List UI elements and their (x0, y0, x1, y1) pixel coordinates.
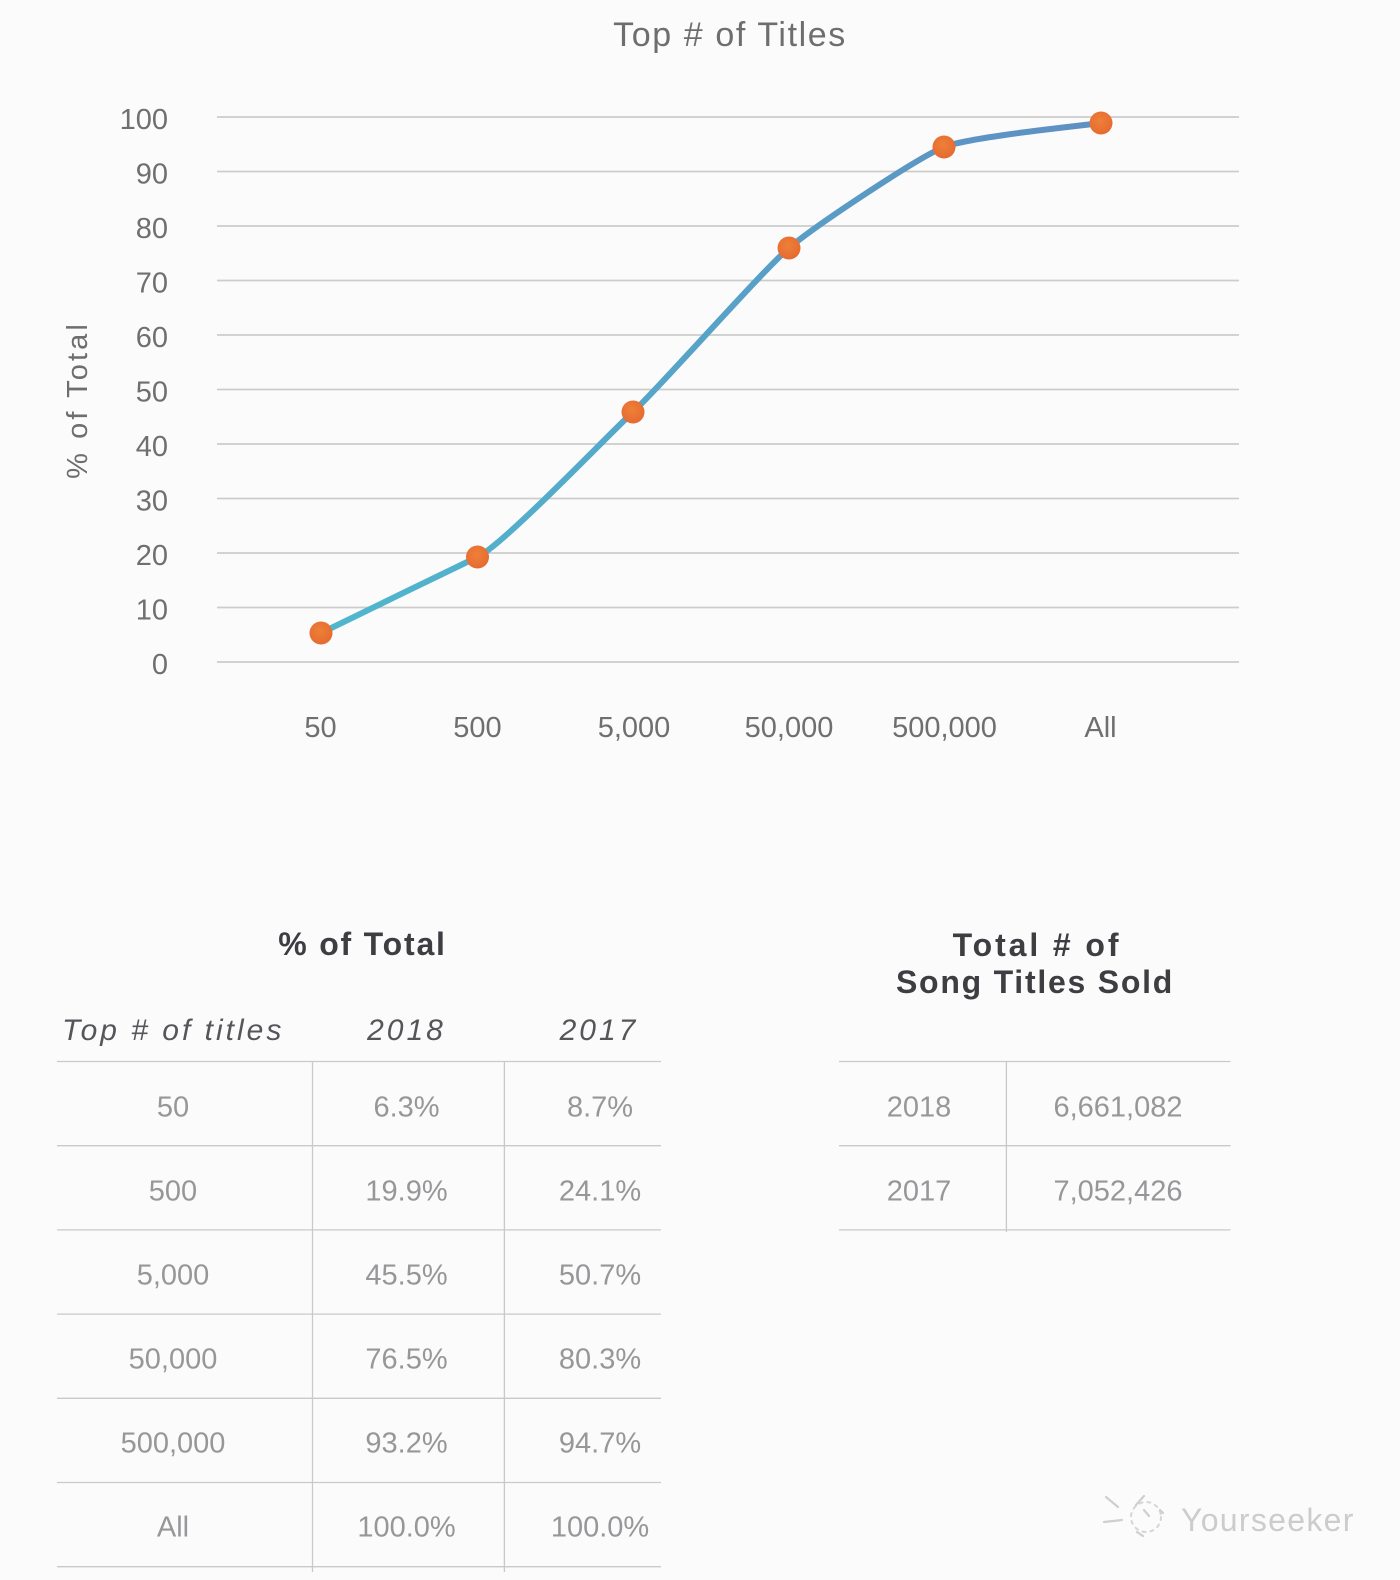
svg-text:93.2%: 93.2% (365, 1428, 447, 1460)
svg-text:2018: 2018 (366, 1014, 446, 1047)
svg-text:2017: 2017 (887, 1176, 952, 1208)
svg-text:50.7%: 50.7% (559, 1260, 641, 1292)
svg-text:100.0%: 100.0% (357, 1512, 455, 1544)
svg-text:45.5%: 45.5% (365, 1260, 447, 1292)
svg-text:8.7%: 8.7% (567, 1092, 633, 1124)
svg-text:10: 10 (136, 595, 168, 627)
svg-text:2018: 2018 (887, 1092, 952, 1124)
svg-text:50,000: 50,000 (129, 1344, 218, 1376)
svg-text:40: 40 (136, 431, 168, 463)
svg-text:100.0%: 100.0% (551, 1512, 649, 1544)
svg-text:0: 0 (152, 649, 168, 681)
svg-text:6,661,082: 6,661,082 (1053, 1092, 1182, 1124)
svg-text:70: 70 (136, 268, 168, 300)
svg-text:All: All (157, 1512, 189, 1544)
svg-text:500: 500 (149, 1176, 197, 1208)
svg-text:50: 50 (157, 1092, 189, 1124)
svg-text:100: 100 (120, 104, 168, 136)
svg-text:Total # of: Total # of (953, 927, 1122, 963)
svg-text:2017: 2017 (559, 1014, 639, 1047)
svg-text:All: All (1084, 712, 1116, 744)
svg-text:500: 500 (453, 712, 501, 744)
svg-text:6.3%: 6.3% (373, 1092, 439, 1124)
svg-text:7,052,426: 7,052,426 (1053, 1176, 1182, 1208)
svg-text:50: 50 (304, 712, 336, 744)
svg-text:Top # of Titles: Top # of Titles (613, 16, 847, 54)
svg-text:Song Titles Sold: Song Titles Sold (896, 964, 1174, 1000)
svg-text:60: 60 (136, 322, 168, 354)
svg-text:90: 90 (136, 159, 168, 191)
svg-text:% of Total: % of Total (62, 321, 94, 479)
svg-text:50: 50 (136, 377, 168, 409)
svg-text:20: 20 (136, 540, 168, 572)
svg-text:Top # of titles: Top # of titles (62, 1014, 284, 1047)
svg-text:19.9%: 19.9% (365, 1176, 447, 1208)
svg-text:5,000: 5,000 (598, 712, 671, 744)
svg-text:50,000: 50,000 (745, 712, 834, 744)
svg-text:Yourseeker: Yourseeker (1181, 1502, 1355, 1538)
svg-text:% of Total: % of Total (278, 926, 447, 962)
svg-text:5,000: 5,000 (137, 1260, 210, 1292)
svg-text:94.7%: 94.7% (559, 1428, 641, 1460)
svg-text:500,000: 500,000 (892, 712, 997, 744)
svg-text:80.3%: 80.3% (559, 1344, 641, 1376)
svg-text:30: 30 (136, 486, 168, 518)
svg-text:24.1%: 24.1% (559, 1176, 641, 1208)
svg-text:80: 80 (136, 213, 168, 245)
svg-text:500,000: 500,000 (121, 1428, 226, 1460)
svg-text:76.5%: 76.5% (365, 1344, 447, 1376)
